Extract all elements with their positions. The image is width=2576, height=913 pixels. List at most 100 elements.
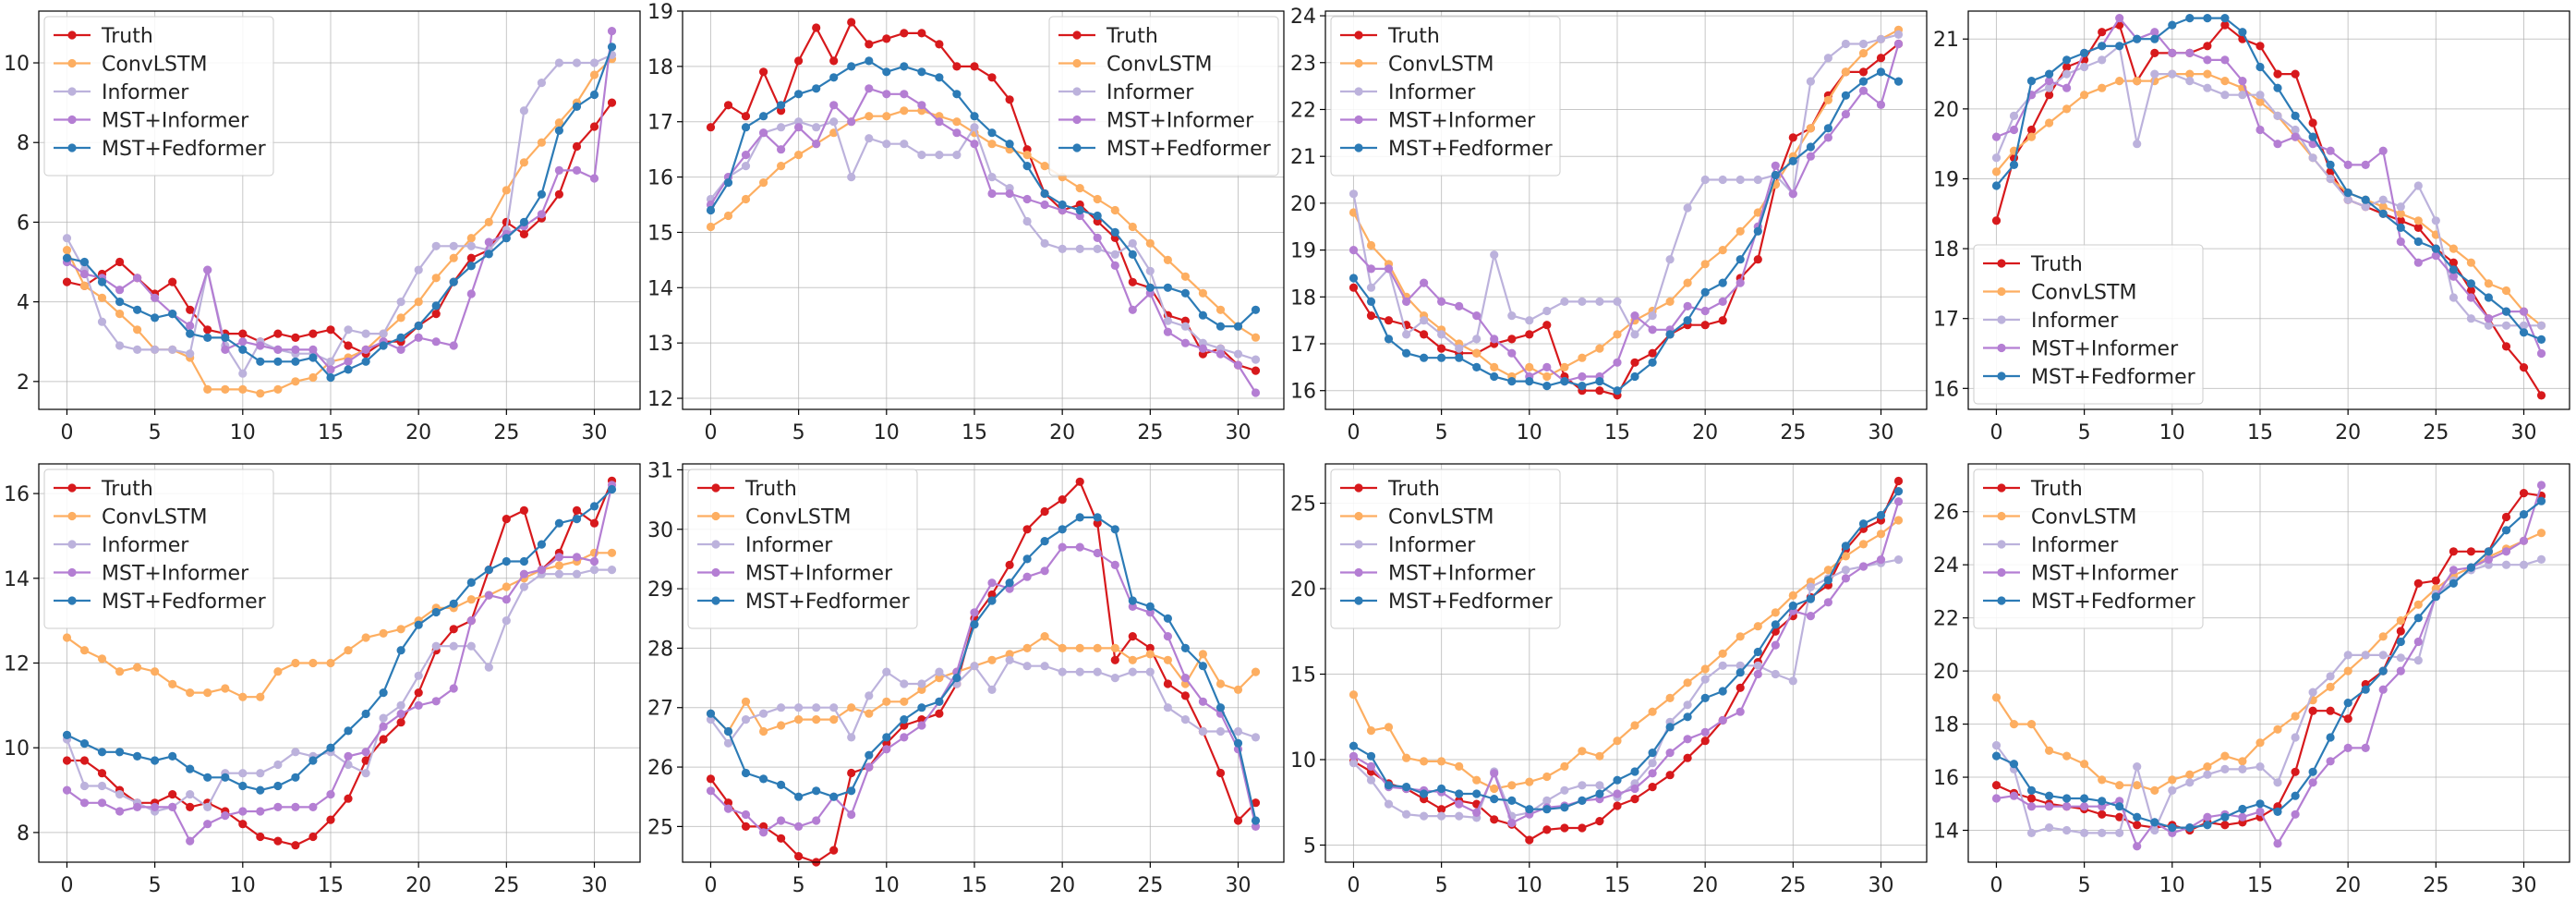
data-point <box>203 325 212 335</box>
data-point <box>414 298 423 307</box>
data-point <box>1233 349 1243 359</box>
data-point <box>1145 643 1155 653</box>
data-point <box>1366 751 1376 761</box>
legend-label: MST+Fedformer <box>102 590 267 614</box>
data-point <box>1823 54 1832 63</box>
data-point <box>2291 733 2300 742</box>
data-point <box>1110 560 1119 570</box>
data-point <box>1110 655 1119 664</box>
data-point <box>2133 842 2142 851</box>
data-point <box>1683 316 1692 325</box>
data-point <box>2238 77 2247 86</box>
data-point <box>1718 297 1727 306</box>
data-point <box>1058 495 1067 505</box>
data-point <box>2519 307 2529 316</box>
data-point <box>2536 348 2546 359</box>
legend-label: Informer <box>2031 310 2119 333</box>
data-point <box>1893 476 1904 486</box>
legend-label: ConvLSTM <box>102 54 207 77</box>
data-point <box>2396 627 2405 636</box>
legend: Truth ConvLSTM Informer MST+Informer MST+Fed… <box>1330 16 1561 177</box>
data-point <box>1613 789 1622 798</box>
legend-box <box>43 16 274 177</box>
data-point <box>203 773 212 782</box>
legend: Truth ConvLSTM Informer MST+Informer MST+Fed… <box>1973 469 2204 629</box>
data-point <box>1630 358 1639 367</box>
data-point <box>572 553 582 562</box>
x-tick-label: 20 <box>405 874 431 897</box>
data-point <box>1876 530 1886 539</box>
data-point <box>1251 366 1261 375</box>
data-point <box>326 815 335 824</box>
data-point <box>344 357 353 366</box>
data-point <box>917 685 926 695</box>
data-point <box>589 518 599 528</box>
data-point <box>291 345 300 354</box>
data-point <box>1700 260 1710 269</box>
data-point <box>502 234 511 243</box>
data-point <box>1058 525 1067 534</box>
data-point <box>2413 637 2423 647</box>
data-point <box>847 786 856 796</box>
data-point <box>502 582 511 591</box>
data-point <box>2308 778 2317 787</box>
data-point <box>1402 810 1411 819</box>
data-point <box>79 781 90 791</box>
data-point <box>2026 828 2037 838</box>
data-point <box>2378 666 2388 676</box>
data-point <box>2062 751 2072 761</box>
data-point <box>2501 286 2511 296</box>
data-point <box>2098 810 2107 819</box>
data-point <box>2291 132 2300 141</box>
data-point <box>97 654 107 663</box>
data-point <box>1771 640 1780 650</box>
data-point <box>361 748 370 757</box>
data-point <box>1145 602 1155 612</box>
data-point <box>1753 661 1762 670</box>
data-point <box>812 84 821 93</box>
data-point <box>607 98 617 107</box>
data-point <box>2150 818 2159 827</box>
data-point <box>1128 305 1137 314</box>
data-point <box>2185 77 2195 86</box>
data-point <box>2343 666 2352 676</box>
data-point <box>1507 311 1517 321</box>
data-point <box>2413 237 2423 247</box>
data-point <box>1630 784 1639 794</box>
data-point <box>1613 775 1622 785</box>
data-point <box>203 688 212 698</box>
data-point <box>607 548 617 557</box>
data-point <box>396 625 405 634</box>
data-point <box>2519 536 2529 545</box>
data-point <box>794 703 804 712</box>
data-point <box>1402 783 1411 792</box>
data-point <box>2308 767 2317 776</box>
data-point <box>186 305 195 314</box>
data-point <box>970 662 979 671</box>
data-point <box>1348 751 1359 761</box>
data-point <box>2168 48 2177 58</box>
data-point <box>2115 828 2124 838</box>
data-point <box>484 237 493 247</box>
data-point <box>1613 801 1622 810</box>
data-point <box>1005 584 1014 593</box>
data-point <box>1348 246 1359 255</box>
legend-label: Informer <box>102 534 189 557</box>
data-point <box>1251 305 1261 314</box>
data-point <box>2378 685 2388 694</box>
data-point <box>308 802 318 812</box>
legend-marker <box>1072 58 1082 68</box>
legend-entry: MST+Informer <box>1340 563 1536 586</box>
legend: Truth ConvLSTM Informer MST+Informer MST+Fed… <box>687 469 918 629</box>
data-point <box>1490 795 1499 804</box>
data-point <box>1180 643 1190 653</box>
data-point <box>2168 775 2177 785</box>
data-point <box>2413 223 2423 232</box>
legend-entry: MST+Informer <box>54 563 249 586</box>
data-point <box>2484 293 2493 302</box>
data-point <box>186 329 195 338</box>
x-tick-label: 30 <box>2511 874 2537 897</box>
data-point <box>1613 297 1622 306</box>
axes-frame <box>1324 463 1928 863</box>
data-point <box>2256 799 2265 809</box>
